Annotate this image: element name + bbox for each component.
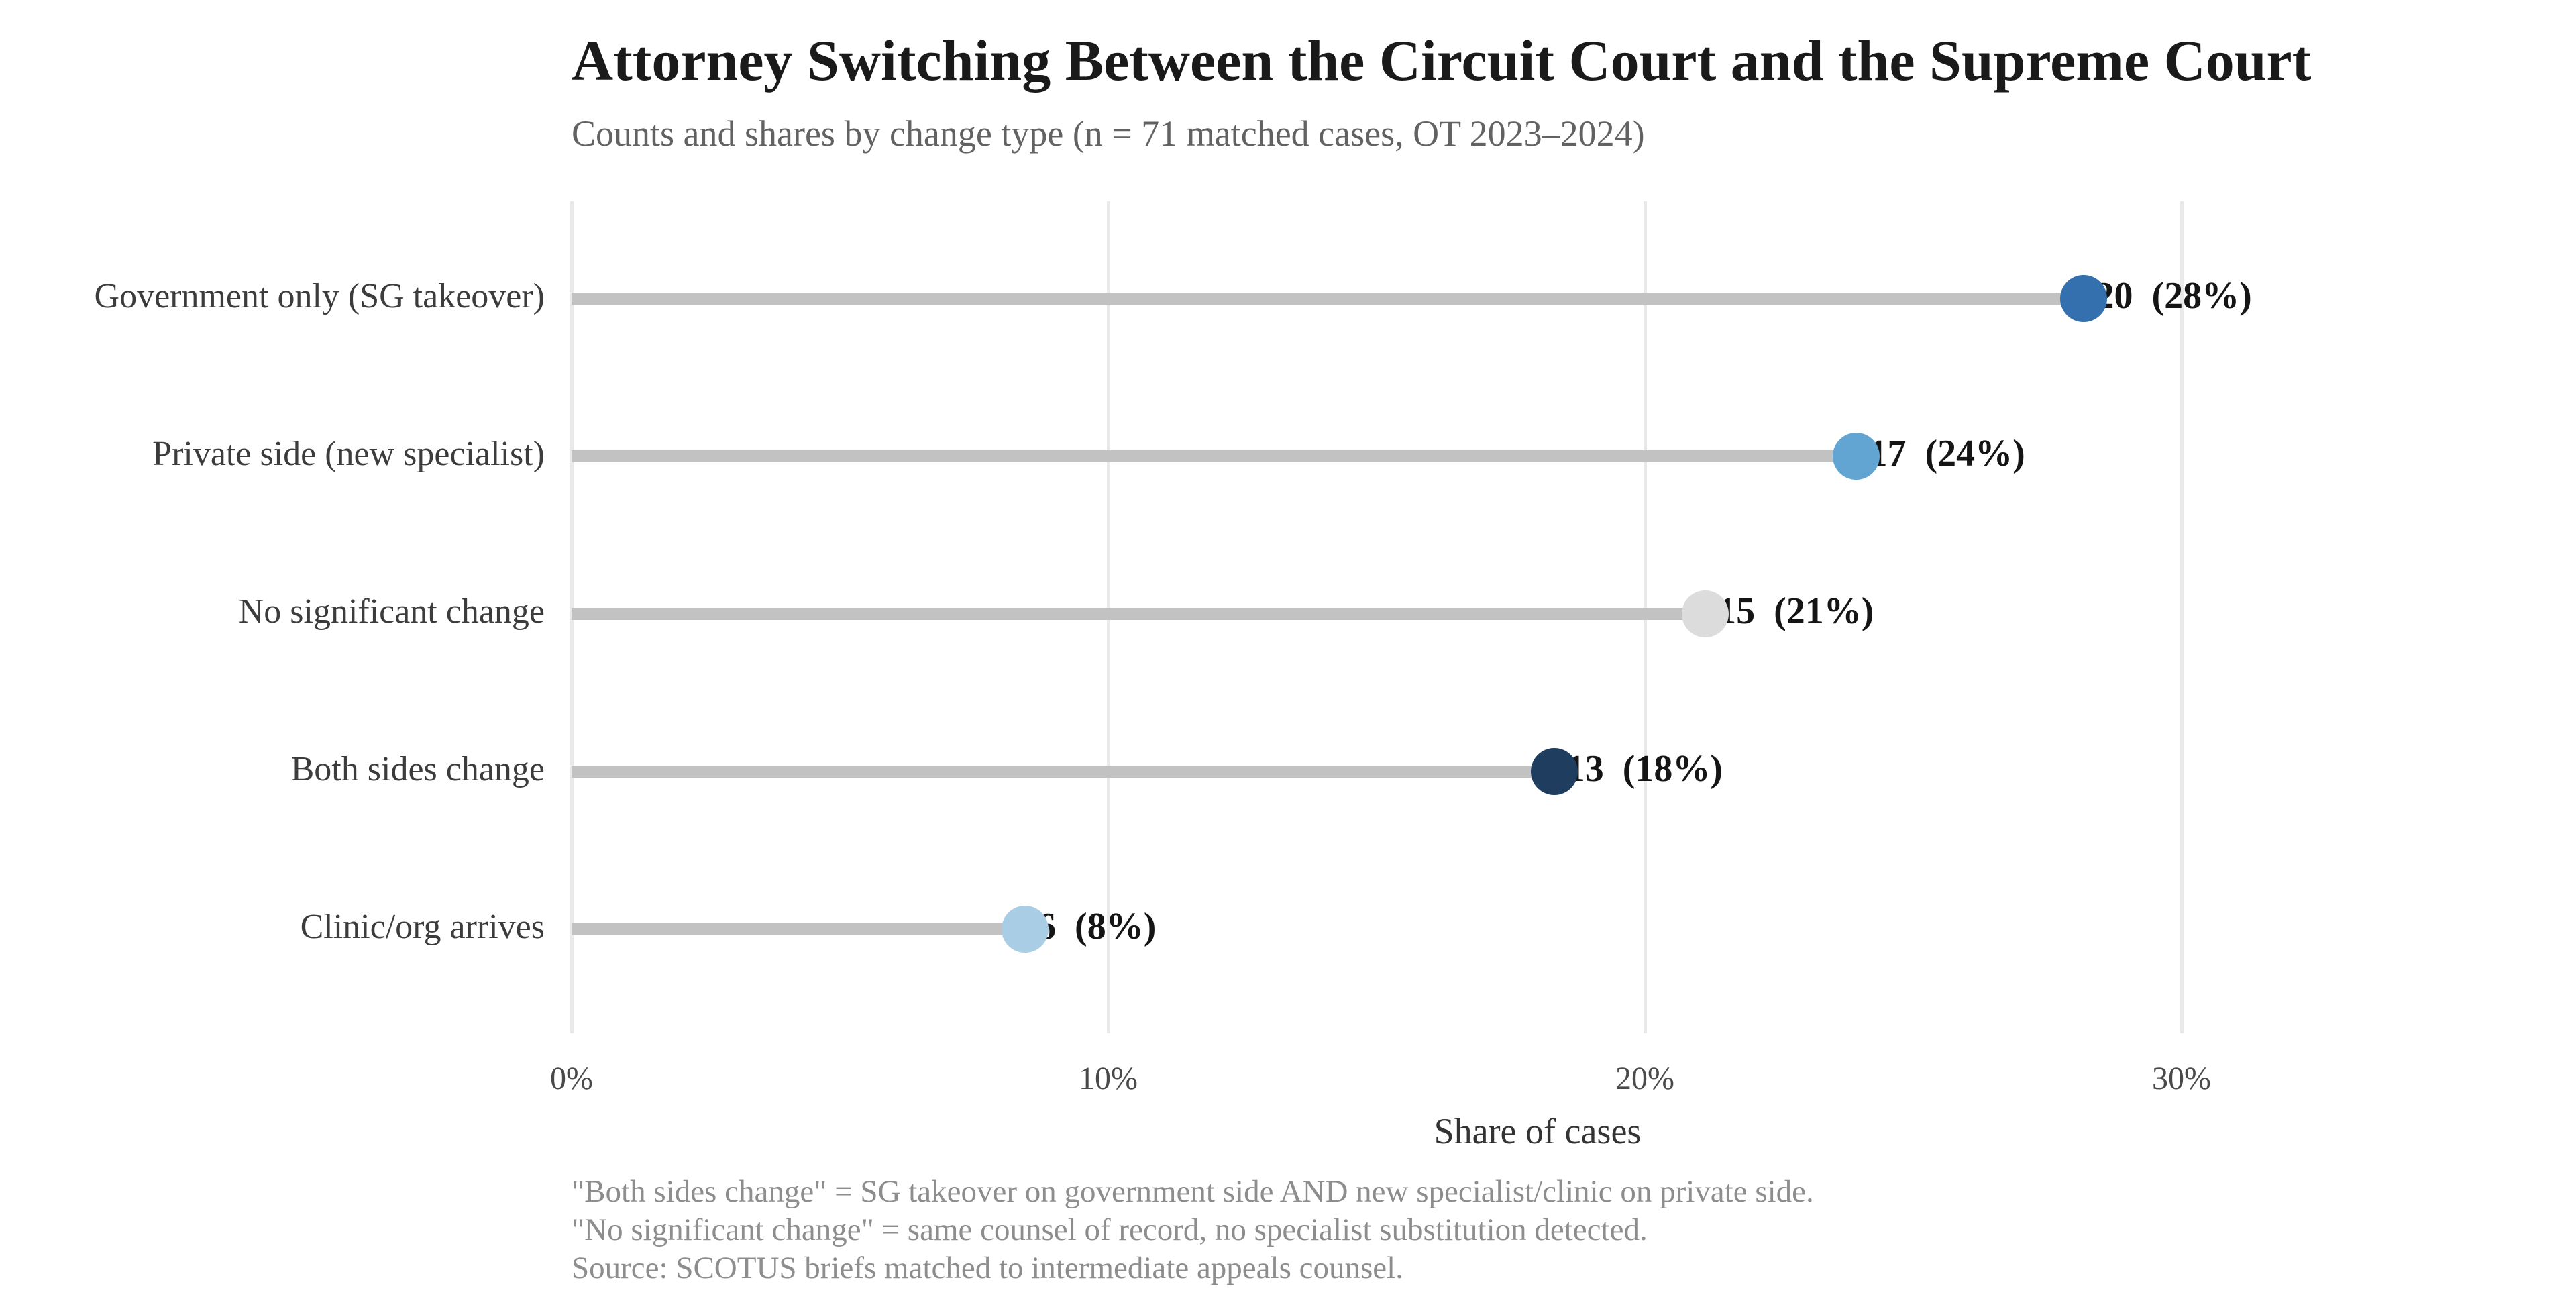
category-label: Clinic/org arrives — [300, 908, 545, 946]
x-tick-label: 30% — [2152, 1061, 2211, 1096]
data-dot — [1833, 433, 1880, 480]
x-tick-label: 0% — [550, 1061, 593, 1096]
category-label: No significant change — [238, 592, 545, 631]
chart-title: Attorney Switching Between the Circuit C… — [572, 28, 2312, 93]
chart-subtitle: Counts and shares by change type (n = 71… — [572, 113, 1645, 154]
data-dot — [2059, 275, 2107, 322]
x-axis-label: Share of cases — [1434, 1111, 1642, 1151]
x-tick-label: 20% — [1615, 1061, 1674, 1096]
lollipop-stem — [572, 450, 1857, 462]
lollipop-stem — [572, 923, 1026, 935]
gridline-30% — [2180, 201, 2184, 1033]
value-label: 13 (18%) — [1566, 748, 1723, 790]
value-label: 17 (24%) — [1868, 433, 2025, 474]
lollipop-stem — [572, 293, 2084, 305]
footnotes: "Both sides change" = SG takeover on gov… — [572, 1173, 1814, 1288]
category-label: Both sides change — [290, 750, 545, 788]
category-label: Private side (new specialist) — [152, 435, 545, 473]
value-label: 15 (21%) — [1717, 590, 1874, 632]
data-dot — [1002, 906, 1049, 953]
category-label: Government only (SG takeover) — [94, 277, 545, 315]
footnote-line: Source: SCOTUS briefs matched to interme… — [572, 1251, 1403, 1285]
data-dot — [1682, 590, 1729, 637]
data-dot — [1530, 748, 1578, 795]
x-tick-label: 10% — [1079, 1061, 1138, 1096]
lollipop-stem — [572, 608, 1706, 620]
value-label: 6 (8%) — [1037, 906, 1157, 947]
value-label: 20 (28%) — [2095, 275, 2252, 317]
lollipop-stem — [572, 766, 1554, 778]
footnote-line: "No significant change" = same counsel o… — [572, 1212, 1648, 1247]
footnote-line: "Both sides change" = SG takeover on gov… — [572, 1174, 1814, 1209]
